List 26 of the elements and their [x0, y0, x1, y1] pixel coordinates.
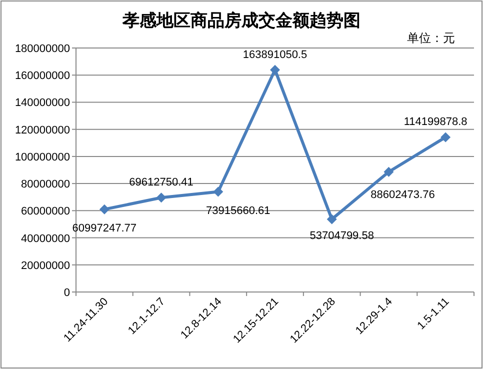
data-label: 53704799.58: [310, 230, 374, 242]
y-tick-label: 100000000: [14, 151, 70, 164]
point: [213, 186, 224, 197]
point: [99, 204, 110, 214]
y-tick-label: 180000000: [14, 43, 70, 55]
y-tick-label: 80000000: [21, 178, 70, 191]
point: [270, 64, 280, 75]
data-label: 69612750.41: [129, 176, 194, 189]
y-tick-label: 40000000: [21, 232, 70, 245]
point: [384, 166, 394, 177]
y-tick-label: 20000000: [21, 260, 70, 272]
data-label: 163891050.5: [242, 48, 308, 61]
point: [326, 214, 337, 224]
y-tick-label: 140000000: [14, 97, 70, 110]
y-tick-label: 120000000: [14, 124, 70, 136]
data-label: 60997247.77: [72, 222, 137, 234]
data-label: 73915660.61: [206, 204, 270, 217]
text: 单位：元: [407, 31, 455, 45]
y-tick-label: 60000000: [21, 206, 70, 218]
data-label: 114199878.8: [404, 116, 468, 128]
y-tick-label: 0: [64, 287, 70, 299]
y-tick-label: 160000000: [14, 70, 70, 82]
chart-title: 孝感地区商品房成交金额趋势图: [122, 11, 360, 30]
point: [440, 132, 451, 142]
data-label: 88602473.76: [370, 188, 435, 201]
point: [156, 192, 166, 203]
